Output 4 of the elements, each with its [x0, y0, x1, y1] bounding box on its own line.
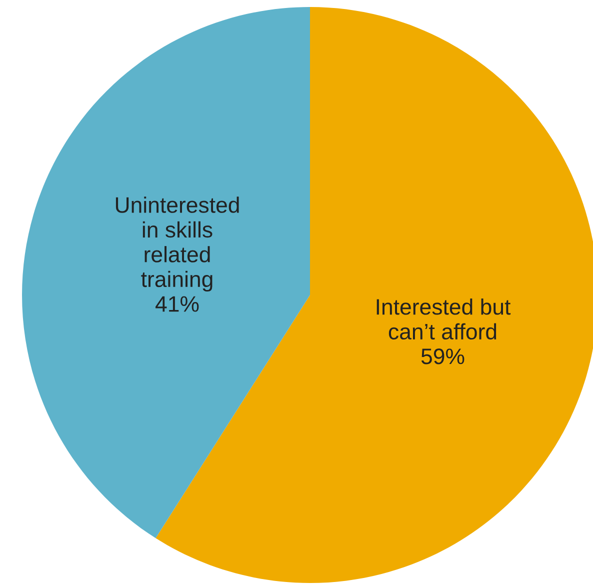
slice-label: Interested but can’t afford [376, 298, 511, 340]
data-label: 59% [421, 348, 464, 364]
slice-label: Uninterested in skills related training [116, 196, 239, 292]
data-label: 41% [156, 296, 199, 312]
